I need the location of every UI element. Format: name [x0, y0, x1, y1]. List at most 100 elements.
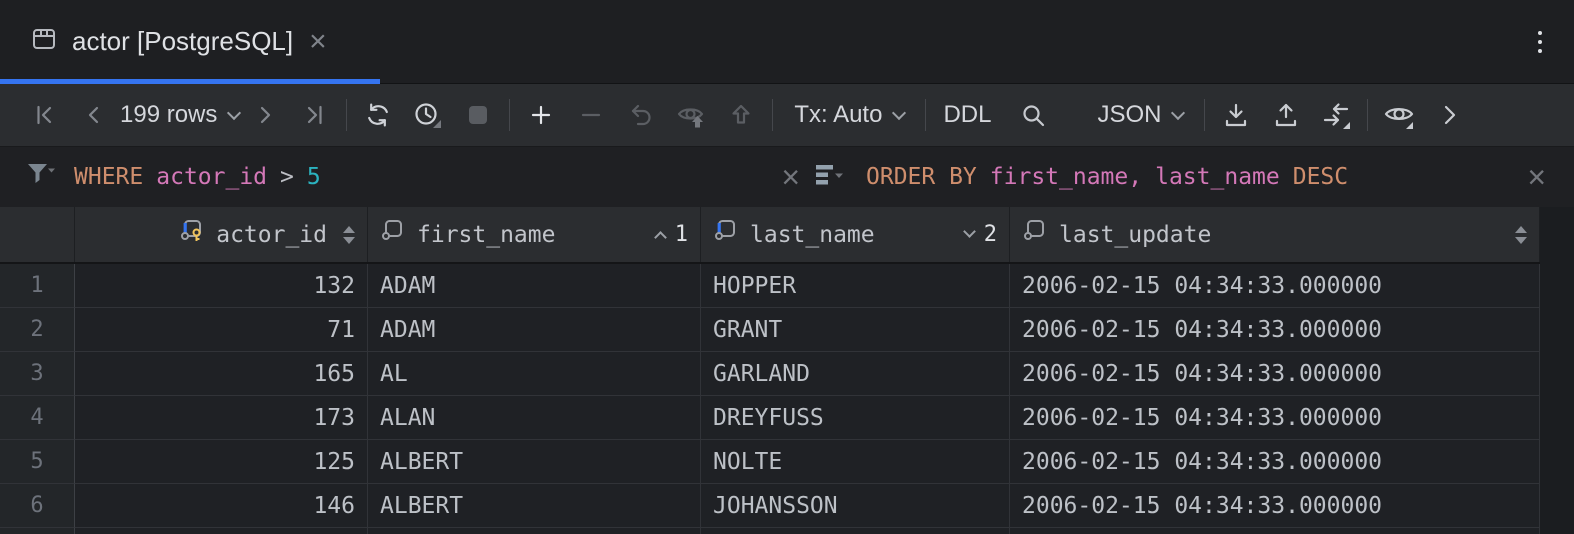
delete-row-button[interactable]: [573, 97, 609, 133]
page-size-dropdown[interactable]: 199 rows: [120, 101, 242, 129]
refresh-button[interactable]: [360, 97, 396, 133]
search-button[interactable]: [1015, 97, 1051, 133]
column-header-first-name[interactable]: first_name 1: [368, 207, 701, 262]
ddl-button[interactable]: DDL: [943, 101, 992, 128]
table-row: 3 165 AL GARLAND 2006-02-15 04:34:33.000…: [0, 352, 1540, 396]
cell-last-name[interactable]: NOLTE: [701, 440, 1010, 484]
row-number[interactable]: 6: [0, 484, 75, 528]
sql-keyword: WHERE: [74, 164, 144, 190]
last-page-button[interactable]: [297, 97, 333, 133]
tab-close-icon[interactable]: ×: [309, 24, 327, 58]
row-number-header[interactable]: [0, 207, 75, 262]
cell-actor-id[interactable]: 132: [75, 264, 368, 308]
cell-actor-id[interactable]: 173: [75, 396, 368, 440]
row-number[interactable]: 2: [0, 308, 75, 352]
sort-order-badge: 1: [674, 222, 688, 247]
tab-bar: actor [PostgreSQL] ×: [0, 0, 1574, 84]
row-number[interactable]: 5: [0, 440, 75, 484]
sort-lines-icon[interactable]: [814, 160, 850, 195]
view-format-dropdown[interactable]: JSON: [1097, 101, 1186, 129]
row-number[interactable]: 3: [0, 352, 75, 396]
column-header-last-update[interactable]: last_update: [1010, 207, 1540, 262]
cell-actor-id[interactable]: 165: [75, 352, 368, 396]
expand-toolbar-chevron[interactable]: [1431, 97, 1467, 133]
cell-last-name[interactable]: GARLAND: [701, 352, 1010, 396]
next-page-button[interactable]: [247, 97, 283, 133]
chevron-down-icon: [1171, 105, 1186, 120]
sql-keyword: DESC: [1292, 164, 1349, 190]
tab-title: actor [PostgreSQL]: [72, 26, 294, 56]
sort-asc-icon: [653, 231, 667, 244]
chevron-down-icon: [227, 105, 242, 120]
order-by-filter[interactable]: ORDER BY first_name, last_name DESC ×: [814, 160, 1574, 195]
column-header-actor-id[interactable]: actor_id: [75, 207, 368, 262]
stop-button[interactable]: [460, 97, 496, 133]
cell-first-name[interactable]: ADAM: [368, 308, 701, 352]
cell-actor-id[interactable]: 125: [75, 440, 368, 484]
where-filter[interactable]: WHERE actor_id > 5 ×: [24, 159, 814, 196]
cell-last-name[interactable]: HOPPER: [701, 264, 1010, 308]
cell-actor-id[interactable]: 146: [75, 484, 368, 528]
table-row-partial: [0, 528, 1540, 534]
transaction-mode-dropdown[interactable]: Tx: Auto: [794, 101, 907, 129]
submit-button[interactable]: [723, 97, 759, 133]
cell-last-update[interactable]: 2006-02-15 04:34:33.000000: [1010, 264, 1540, 308]
primary-key-column-icon: [179, 218, 206, 251]
cell-first-name[interactable]: ADAM: [368, 264, 701, 308]
filter-sort-bar: WHERE actor_id > 5 × ORDER BY first_name…: [0, 147, 1574, 207]
cell-last-update[interactable]: 2006-02-15 04:34:33.000000: [1010, 308, 1540, 352]
sort-both-icon[interactable]: [343, 225, 355, 244]
column-icon: [1022, 218, 1049, 251]
toolbar-separator: [1367, 99, 1369, 131]
filter-funnel-icon[interactable]: [24, 159, 58, 196]
sql-operator: >: [280, 164, 294, 190]
view-format-label: JSON: [1097, 101, 1162, 128]
preview-changes-button[interactable]: [673, 97, 709, 133]
compare-swap-button[interactable]: [1318, 97, 1354, 133]
sql-keyword: ORDER BY: [866, 164, 977, 190]
sort-desc-icon: [962, 225, 976, 238]
toolbar-separator: [925, 99, 927, 131]
first-page-button[interactable]: [26, 97, 62, 133]
toolbar: 199 rows: [0, 84, 1574, 147]
cell-last-update[interactable]: 2006-02-15 04:34:33.000000: [1010, 484, 1540, 528]
column-name: actor_id: [216, 221, 327, 248]
import-upload-button[interactable]: [1268, 97, 1304, 133]
cell-first-name[interactable]: ALBERT: [368, 484, 701, 528]
order-by-clause[interactable]: ORDER BY first_name, last_name DESC: [866, 164, 1348, 190]
column-name: last_name: [750, 221, 875, 248]
add-row-button[interactable]: [523, 97, 559, 133]
cell-last-update[interactable]: 2006-02-15 04:34:33.000000: [1010, 352, 1540, 396]
cell-first-name[interactable]: ALBERT: [368, 440, 701, 484]
previous-page-button[interactable]: [76, 97, 112, 133]
cell-first-name[interactable]: AL: [368, 352, 701, 396]
cell-last-name[interactable]: GRANT: [701, 308, 1010, 352]
where-clause[interactable]: WHERE actor_id > 5: [74, 164, 321, 190]
cell-actor-id[interactable]: 71: [75, 308, 368, 352]
clear-where-icon[interactable]: ×: [781, 159, 800, 195]
cell-last-update[interactable]: 2006-02-15 04:34:33.000000: [1010, 440, 1540, 484]
chevron-down-icon: [892, 105, 907, 120]
column-icon: [380, 218, 407, 251]
clear-order-icon[interactable]: ×: [1527, 159, 1546, 195]
table-row: 1 132 ADAM HOPPER 2006-02-15 04:34:33.00…: [0, 264, 1540, 308]
cell-last-name[interactable]: DREYFUSS: [701, 396, 1010, 440]
cell-first-name[interactable]: ALAN: [368, 396, 701, 440]
toolbar-separator: [509, 99, 511, 131]
column-header-last-name[interactable]: last_name 2: [701, 207, 1010, 262]
query-history-button[interactable]: [410, 97, 446, 133]
view-options-eye-button[interactable]: [1381, 97, 1417, 133]
cell-last-name[interactable]: JOHANSSON: [701, 484, 1010, 528]
tab-actor-postgresql[interactable]: actor [PostgreSQL] ×: [0, 0, 380, 84]
toolbar-separator: [346, 99, 348, 131]
row-number[interactable]: 4: [0, 396, 75, 440]
row-number[interactable]: 1: [0, 264, 75, 308]
data-grid: actor_id first_name 1: [0, 207, 1574, 534]
kebab-menu-icon[interactable]: [1532, 25, 1548, 59]
undo-button[interactable]: [623, 97, 659, 133]
cell-last-update[interactable]: 2006-02-15 04:34:33.000000: [1010, 396, 1540, 440]
transaction-mode-label: Tx: Auto: [794, 101, 883, 128]
export-download-button[interactable]: [1218, 97, 1254, 133]
sort-both-icon[interactable]: [1515, 225, 1527, 244]
table-row: 4 173 ALAN DREYFUSS 2006-02-15 04:34:33.…: [0, 396, 1540, 440]
